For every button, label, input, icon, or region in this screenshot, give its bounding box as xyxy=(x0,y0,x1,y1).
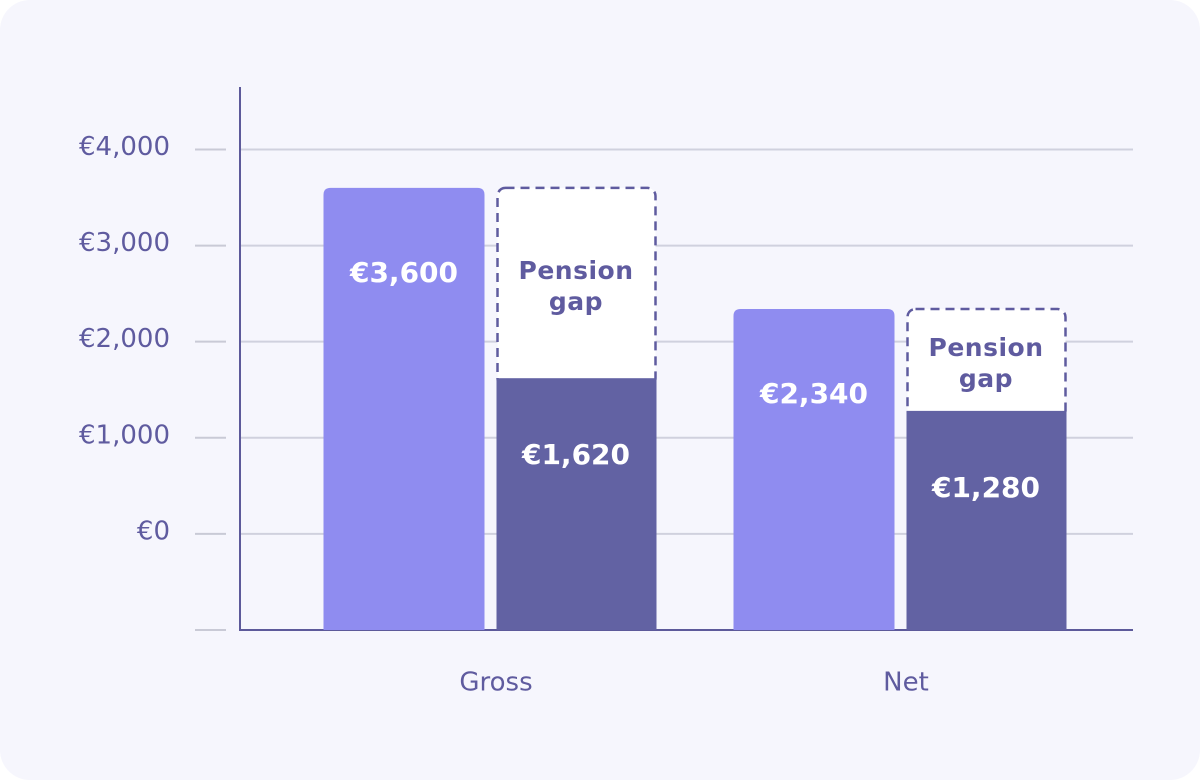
y-tick-label: €0 xyxy=(137,516,170,546)
pension-gap-label: Pension gap xyxy=(928,332,1044,393)
bar xyxy=(323,187,485,630)
x-tick-label: Gross xyxy=(459,668,532,698)
y-tick-label: €3,000 xyxy=(79,228,170,258)
bar-value-label: €1,620 xyxy=(521,438,630,471)
y-tick-label: €4,000 xyxy=(79,132,170,162)
pension-gap-label: Pension gap xyxy=(518,256,634,317)
bar xyxy=(733,309,895,630)
bar xyxy=(496,378,657,630)
y-tick-label: €2,000 xyxy=(79,324,170,354)
bar-value-label: €2,340 xyxy=(759,377,868,410)
bar-value-label: €1,280 xyxy=(931,471,1040,504)
x-tick-label: Net xyxy=(883,668,929,698)
bar xyxy=(906,410,1067,630)
y-tick-label: €1,000 xyxy=(79,420,170,450)
bar-value-label: €3,600 xyxy=(349,256,458,289)
